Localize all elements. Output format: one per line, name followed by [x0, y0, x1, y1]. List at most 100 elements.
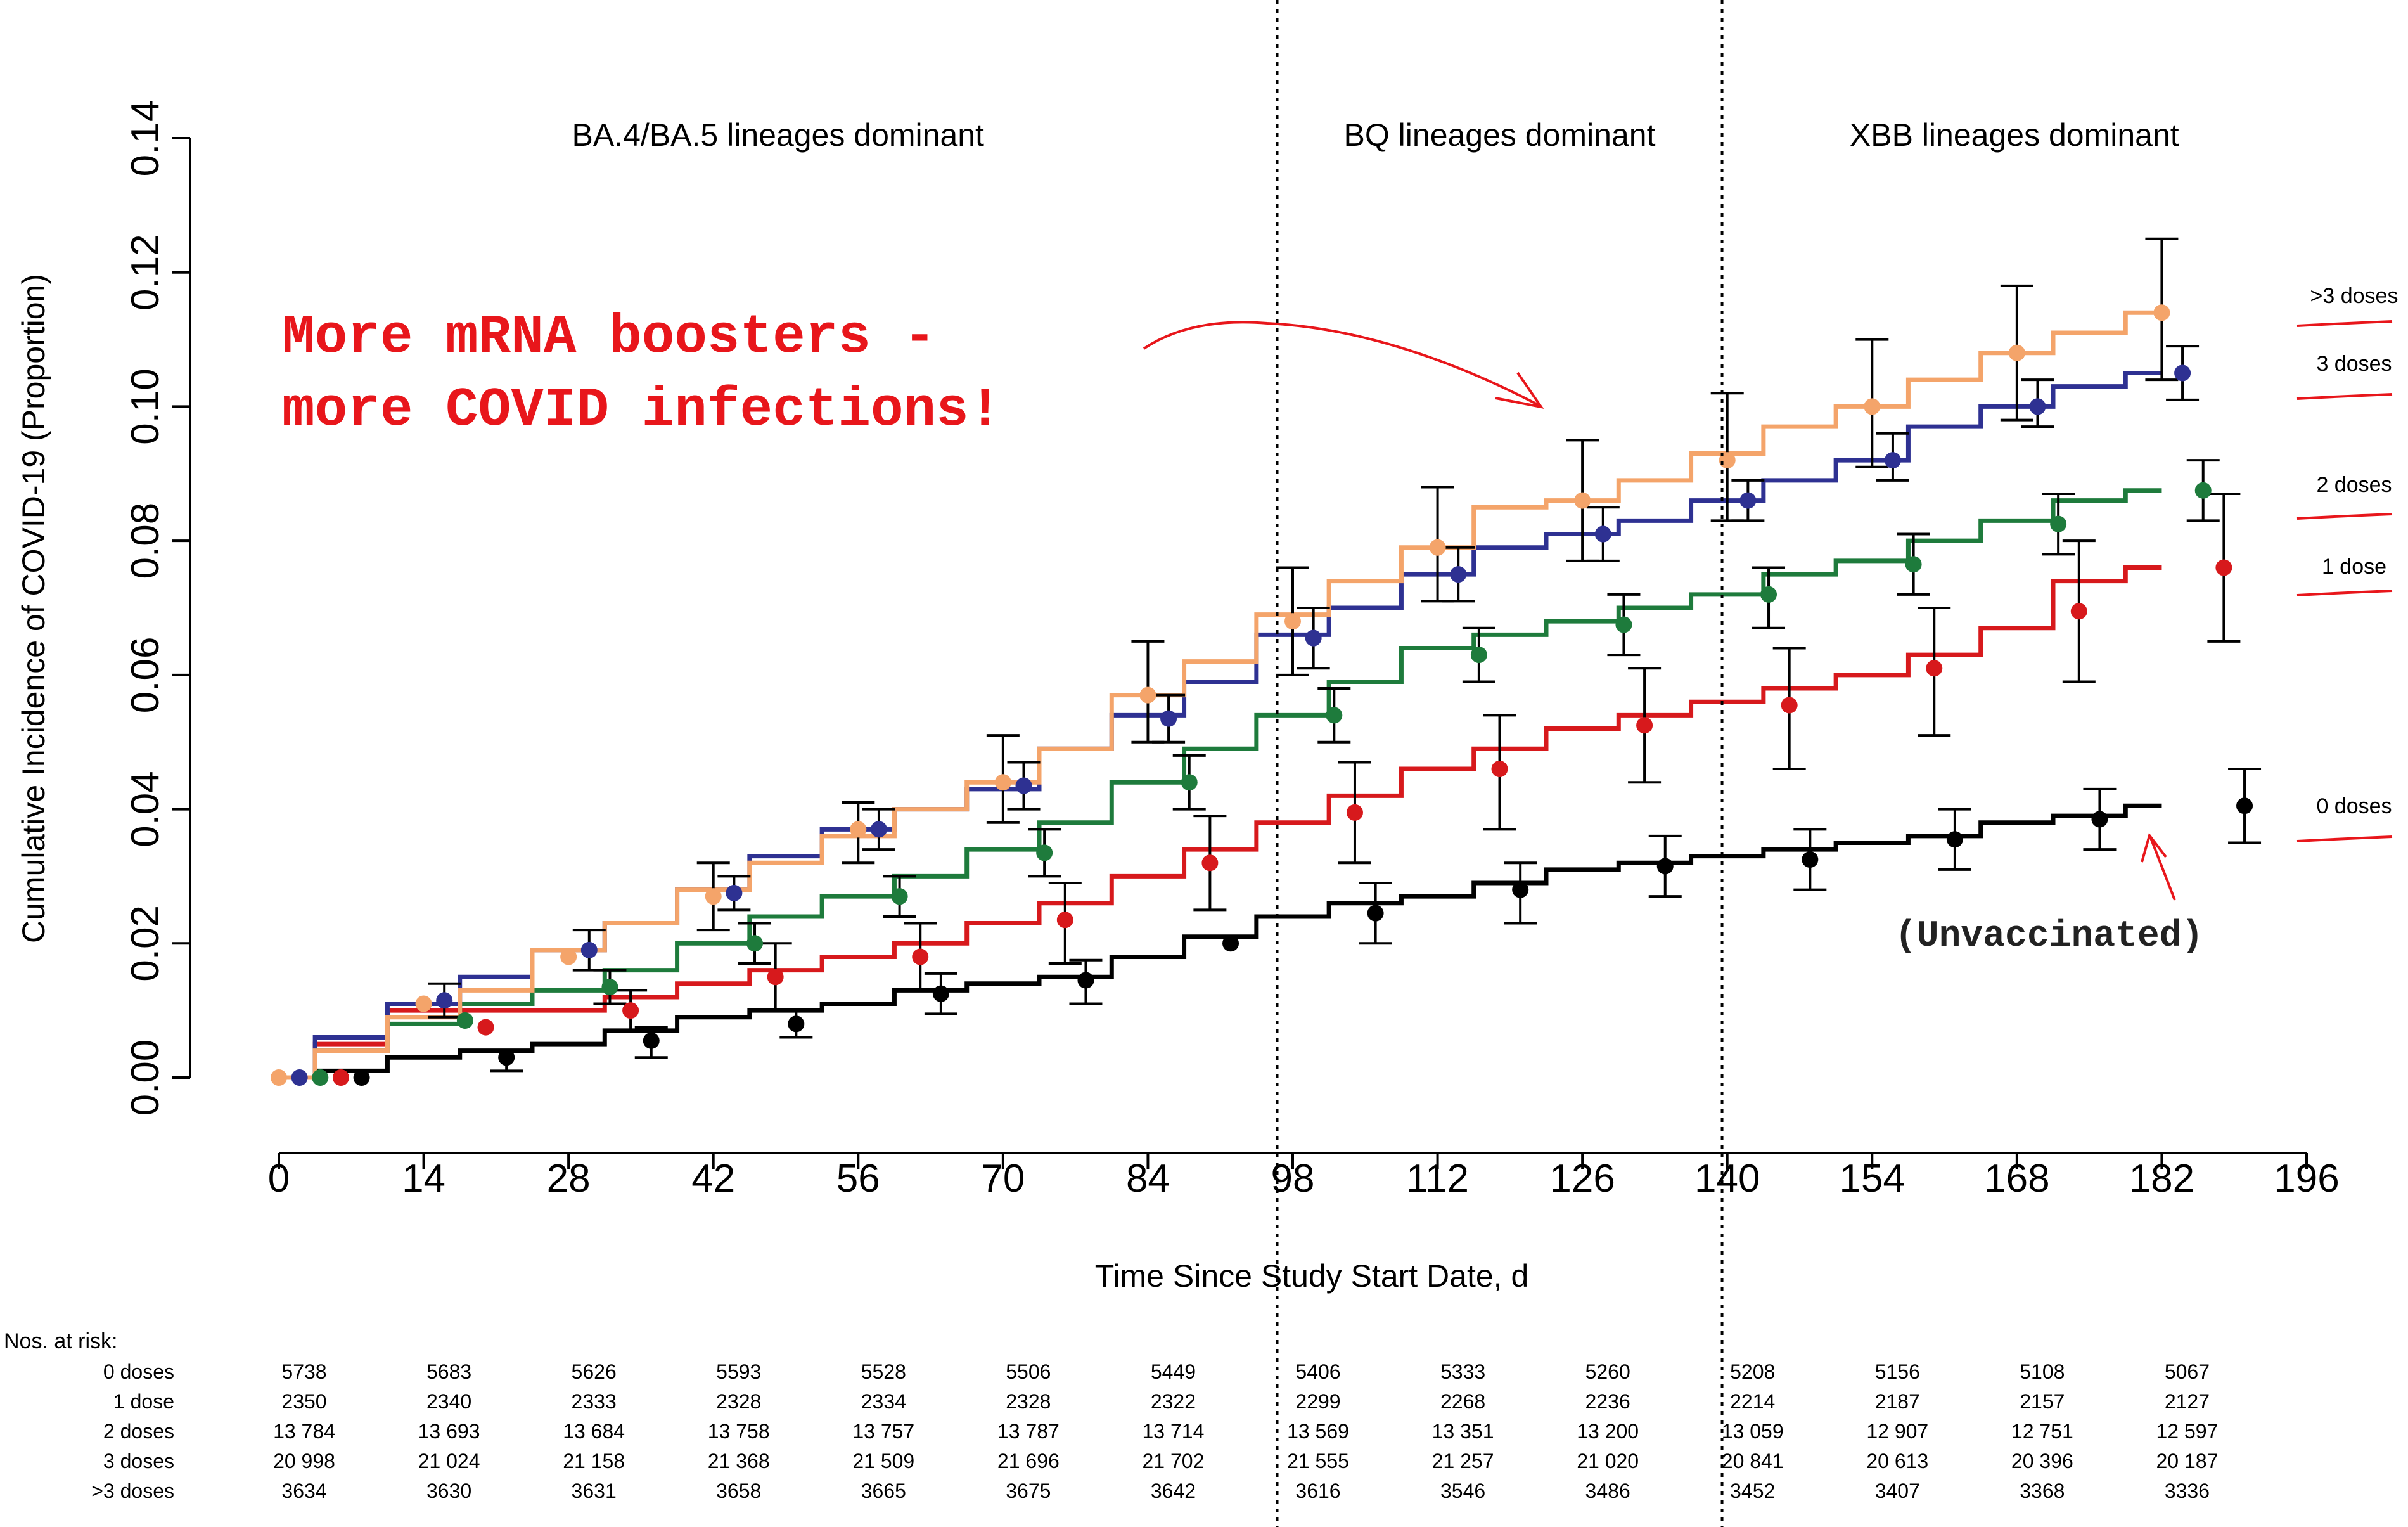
- legend-label: 3 doses: [2316, 352, 2392, 376]
- data-point: [1864, 398, 1881, 415]
- at-risk-value: 5208: [1730, 1360, 1775, 1383]
- data-point: [1367, 905, 1384, 922]
- at-risk-row-label: 2 doses: [103, 1420, 174, 1443]
- data-point: [1802, 851, 1819, 868]
- data-point: [601, 979, 618, 996]
- at-risk-table: 0 doses 5738 5683 5626 5593 5528 5506 5449 5406 5…: [91, 1360, 2218, 1502]
- at-risk-value: 3336: [2165, 1479, 2210, 1502]
- x-tick-label: 140: [1694, 1157, 1760, 1201]
- unvaccinated-annotation: (Unvaccinated): [1895, 916, 2203, 957]
- legend-label: 1 dose: [2322, 555, 2386, 579]
- at-risk-value: 3368: [2020, 1479, 2065, 1502]
- at-risk-value: 2157: [2020, 1390, 2065, 1413]
- period-label: BA.4/BA.5 lineages dominant: [572, 117, 985, 153]
- at-risk-row-label: 3 doses: [103, 1450, 174, 1472]
- data-point: [726, 884, 743, 901]
- y-tick-label: 0.08: [124, 503, 167, 579]
- at-risk-value: 13 758: [708, 1420, 770, 1443]
- data-point: [312, 1069, 329, 1086]
- data-point: [456, 1012, 473, 1029]
- data-point: [1036, 844, 1053, 861]
- data-point: [1781, 697, 1798, 714]
- data-point: [1512, 881, 1529, 898]
- data-point: [353, 1069, 370, 1086]
- at-risk-value: 2328: [716, 1390, 761, 1413]
- legend-underline: [2296, 393, 2393, 400]
- data-point: [2070, 603, 2087, 620]
- data-point: [436, 992, 453, 1009]
- at-risk-value: 5406: [1295, 1360, 1340, 1383]
- curve-3doses: [279, 310, 2162, 1080]
- data-point: [580, 941, 598, 958]
- at-risk-value: 2268: [1440, 1390, 1485, 1413]
- at-risk-value: 3546: [1440, 1479, 1485, 1502]
- data-point: [415, 995, 432, 1012]
- x-tick-label: 168: [1984, 1157, 2049, 1201]
- at-risk-value: 13 693: [418, 1420, 480, 1443]
- y-axis-title: Cumulative Incidence of COVID-19 (Propor…: [16, 274, 51, 943]
- x-tick-label: 28: [547, 1157, 591, 1201]
- at-risk-value: 3634: [281, 1479, 326, 1502]
- data-point: [1326, 707, 1343, 724]
- data-point: [1656, 858, 1674, 875]
- data-point: [870, 821, 887, 838]
- data-point: [912, 948, 929, 965]
- at-risk-value: 21 509: [852, 1450, 914, 1472]
- at-risk-value: 5449: [1151, 1360, 1196, 1383]
- at-risk-value: 20 841: [1722, 1450, 1784, 1472]
- curve-0doses: [279, 803, 2162, 1080]
- at-risk-value: 2334: [861, 1390, 906, 1413]
- data-point: [622, 1002, 639, 1019]
- legend-underline: [2296, 320, 2393, 327]
- y-ticks: 0.00 0.02 0.04 0.06 0.08 0.10 0.12 0.14: [124, 100, 190, 1116]
- at-risk-value: 5156: [1875, 1360, 1920, 1383]
- y-tick-label: 0.04: [124, 771, 167, 847]
- boosters-annotation-line1: More mRNA boosters -: [282, 306, 936, 368]
- at-risk-value: 13 059: [1722, 1420, 1784, 1443]
- data-point: [291, 1069, 308, 1086]
- data-point: [994, 774, 1011, 791]
- at-risk-value: 2236: [1585, 1390, 1630, 1413]
- curve-2doses: [279, 488, 2162, 1080]
- x-tick-label: 154: [1840, 1157, 1905, 1201]
- data-point: [1884, 452, 1901, 469]
- data-point: [477, 1019, 494, 1036]
- data-point: [2050, 515, 2067, 532]
- at-risk-value: 3675: [1006, 1479, 1051, 1502]
- data-point: [891, 888, 908, 905]
- at-risk-value: 3486: [1585, 1479, 1630, 1502]
- at-risk-value: 3631: [572, 1479, 617, 1502]
- data-point: [1181, 774, 1198, 791]
- at-risk-value: 3452: [1730, 1479, 1775, 1502]
- at-risk-value: 3665: [861, 1479, 906, 1502]
- data-point: [2029, 398, 2046, 415]
- at-risk-value: 3407: [1875, 1479, 1920, 1502]
- data-point: [271, 1069, 287, 1086]
- at-risk-value: 2214: [1730, 1390, 1775, 1413]
- data-point: [643, 1032, 660, 1049]
- data-point: [1429, 539, 1446, 556]
- estimate-points: [271, 304, 2253, 1086]
- x-tick-label: 126: [1549, 1157, 1615, 1201]
- at-risk-value: 21 257: [1432, 1450, 1494, 1472]
- data-point: [1905, 556, 1922, 573]
- data-point: [2091, 811, 2108, 828]
- x-tick-label: 0: [268, 1157, 290, 1201]
- legend-underline: [2296, 590, 2393, 596]
- x-tick-label: 196: [2274, 1157, 2339, 1201]
- x-tick-label: 42: [691, 1157, 735, 1201]
- at-risk-value: 12 751: [2011, 1420, 2073, 1443]
- data-point: [1926, 660, 1943, 677]
- x-tick-label: 14: [402, 1157, 445, 1201]
- at-risk-value: 13 784: [273, 1420, 335, 1443]
- at-risk-row-label: 1 dose: [113, 1390, 174, 1413]
- x-tick-label: 112: [1406, 1157, 1469, 1201]
- data-point: [2153, 304, 2170, 321]
- y-tick-label: 0.02: [124, 905, 167, 982]
- period-labels: BA.4/BA.5 lineages dominant BQ lineages d…: [572, 117, 2179, 153]
- at-risk-value: 13 757: [852, 1420, 914, 1443]
- data-point: [746, 935, 764, 952]
- at-risk-value: 5683: [426, 1360, 471, 1383]
- data-point: [1056, 912, 1073, 929]
- at-risk-value: 20 998: [273, 1450, 335, 1472]
